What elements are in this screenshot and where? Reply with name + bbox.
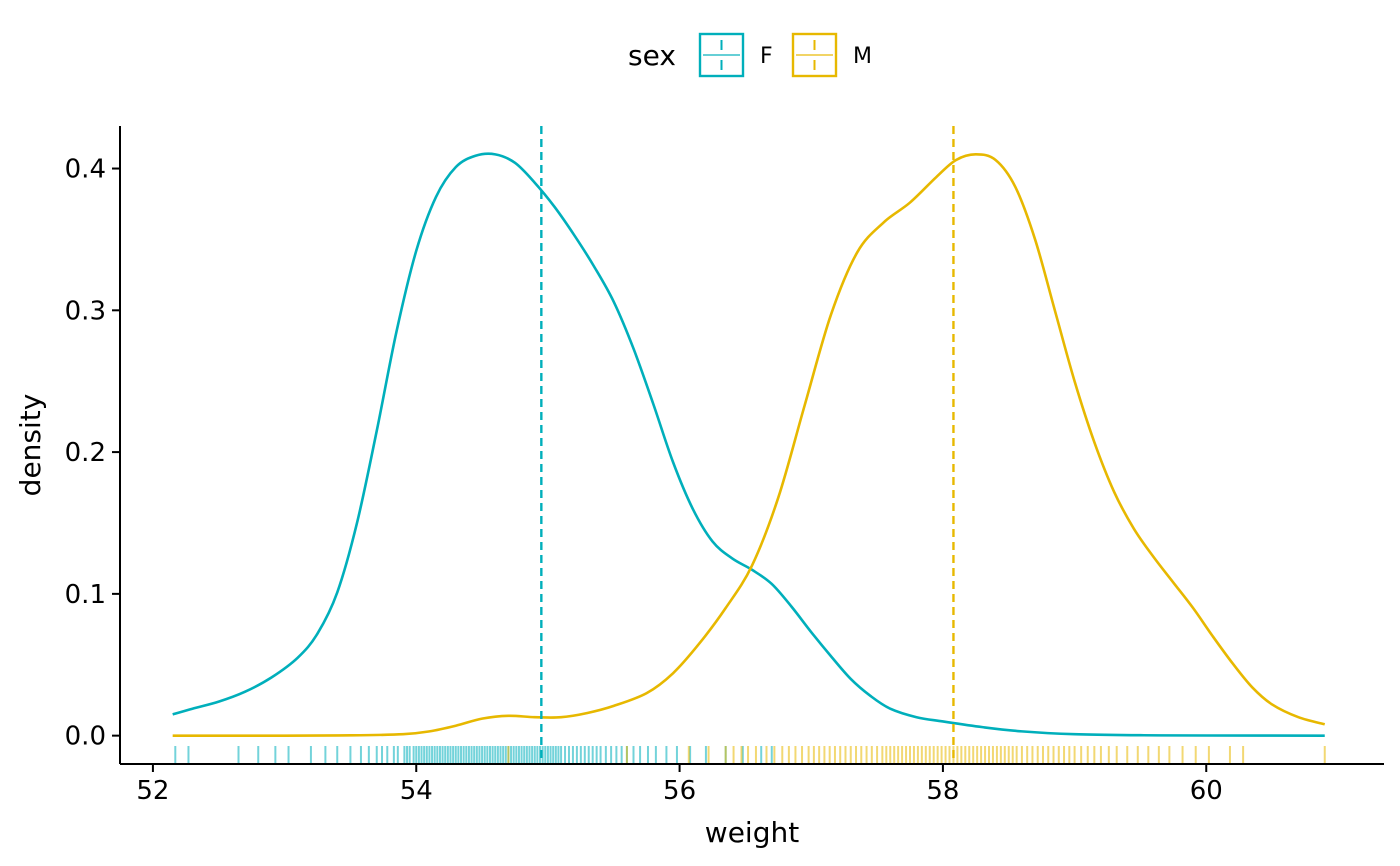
y-tick-label-0.2: 0.2 — [65, 438, 106, 468]
density-curve-m — [172, 153, 1326, 737]
density-curves — [172, 152, 1326, 737]
density-curve-f — [172, 152, 1325, 737]
x-axis-title: weight — [705, 816, 799, 849]
y-tick-label-0.4: 0.4 — [65, 155, 106, 185]
x-tick-label-52: 52 — [136, 776, 169, 806]
axes — [119, 126, 1384, 765]
legend-keys — [698, 32, 838, 78]
y-tick-label-0.3: 0.3 — [65, 296, 106, 326]
legend-key-f — [698, 32, 745, 78]
legend-label-f: F — [760, 44, 773, 69]
x-tick-label-56: 56 — [663, 776, 696, 806]
legend-title: sex — [628, 39, 676, 72]
mean-lines — [540, 126, 955, 764]
legend: sex F M — [628, 32, 872, 78]
x-tick-label-60: 60 — [1190, 776, 1223, 806]
x-tick-label-58: 58 — [926, 776, 959, 806]
legend-key-m — [791, 32, 838, 78]
y-tick-label-0.1: 0.1 — [65, 580, 106, 610]
y-tick-label-0.0: 0.0 — [65, 722, 106, 752]
x-tick-label-54: 54 — [400, 776, 433, 806]
y-axis-title: density — [14, 394, 47, 497]
rug-layer — [174, 746, 1326, 764]
legend-label-m: M — [853, 44, 872, 69]
ticks: 52 54 56 58 60 0.0 0.1 0.2 0.3 0.4 — [65, 155, 1223, 806]
